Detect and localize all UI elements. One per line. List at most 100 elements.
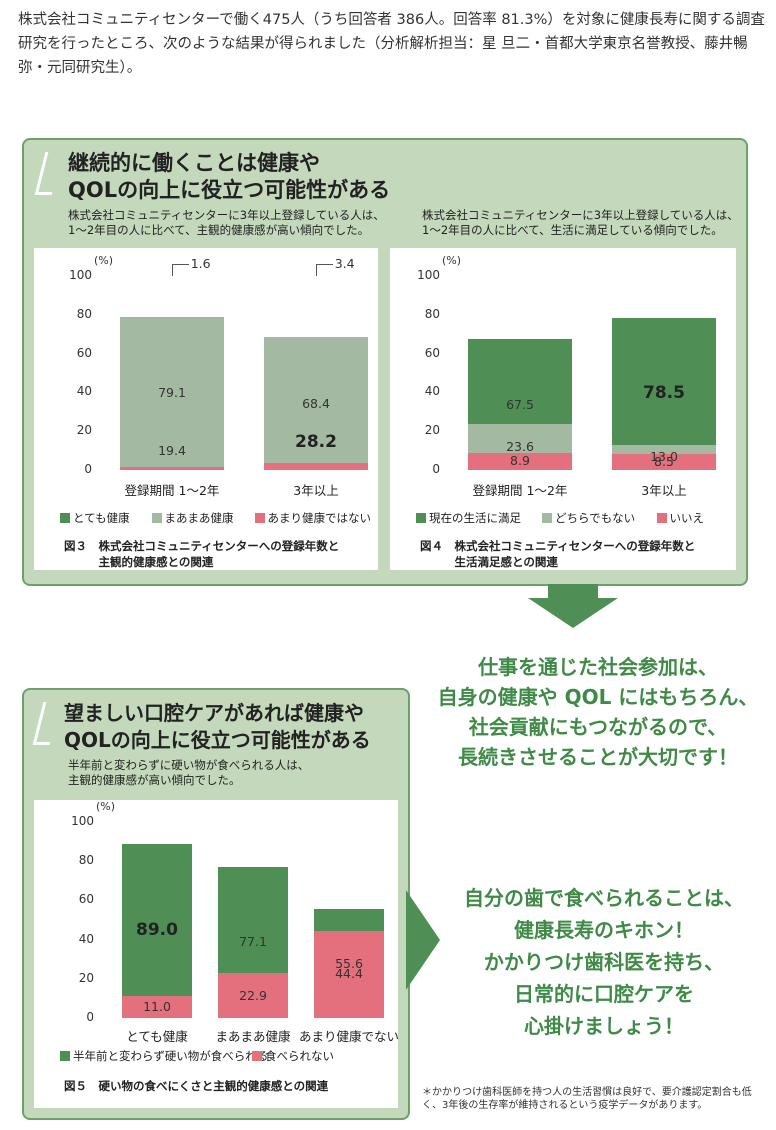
bar-segment (120, 316, 224, 470)
y-tick-label: 20 (424, 423, 440, 438)
data-label: 67.5 (506, 396, 534, 412)
category-label: とても健康 (126, 1029, 188, 1044)
data-label: 23.6 (506, 439, 534, 455)
category-label: 登録期間 1〜2年 (124, 483, 220, 498)
legend-label: いいえ (669, 511, 705, 525)
arrow-down-icon (528, 584, 618, 628)
data-label: 13.0 (650, 449, 678, 465)
y-axis-line (112, 276, 113, 470)
y-tick-label: 60 (78, 892, 94, 907)
message2-line: 自分の歯で食べられることは、 (464, 886, 744, 910)
y-tick-label: 20 (78, 970, 94, 985)
legend-item: どちらでもない (542, 510, 635, 526)
panel-oral-care: 望ましい口腔ケアがあれば健康や QOLの向上に役立つ可能性がある 半年前と変わら… (22, 688, 410, 1120)
fig5-subtitle-line1: 半年前と変わらずに硬い物が食べられる人は、 (68, 758, 310, 772)
category-label: まあまあ健康 (215, 1029, 291, 1044)
intro-text: 株式会社コミュニティセンターで働く475人（うち回答者 386人。回答率 81.… (18, 12, 765, 76)
callout-leader-line (316, 264, 317, 276)
y-tick-label: 100 (69, 268, 92, 282)
y-axis-unit: (%) (96, 800, 116, 813)
figure-caption: 図３ 株式会社コミュニティセンターへの登録年数と 主観的健康感との関連 (64, 538, 339, 570)
legend-swatch (416, 513, 426, 523)
fig3-subtitle-line1: 株式会社コミュニティセンターに3年以上登録している人は、 (68, 208, 385, 222)
figure-caption-line: 図４ 株式会社コミュニティセンターへの登録年数と (420, 539, 696, 553)
data-label: 3.4 (334, 256, 355, 271)
message1-line: 仕事を通じた社会参加は、 (478, 655, 718, 679)
y-tick-label: 80 (424, 306, 440, 321)
legend-item: 食べられない (252, 1048, 334, 1064)
panel1-heading-line1: 継続的に働くことは健康や (68, 151, 320, 175)
message2-line: 健康長寿のキホン！ (514, 918, 694, 942)
stacked-bar (264, 276, 368, 470)
message1-line: 長続きさせることが大切です！ (458, 745, 738, 769)
arrow-right-icon (406, 890, 440, 990)
legend-swatch (60, 513, 70, 523)
legend-label: とても健康 (73, 511, 130, 525)
legend-item: とても健康 (60, 510, 130, 526)
callout-leader-line (172, 264, 189, 265)
figure-caption-line: 図３ 株式会社コミュニティセンターへの登録年数と (64, 539, 340, 553)
footnote: ＊かかりつけ歯科医師を持つ人の生活習慣は良好で、要介護認定割合も低く、3年後の生… (422, 1087, 752, 1111)
bar-segment (612, 317, 716, 470)
y-tick-label: 100 (71, 814, 94, 828)
bar-segment (120, 466, 224, 470)
bar-segment (218, 973, 288, 1018)
legend-label: 現在の生活に満足 (429, 511, 521, 525)
panel2-heading-line2: QOLの向上に役立つ可能性がある (64, 728, 371, 752)
panel1-heading: 継続的に働くことは健康や QOLの向上に役立つ可能性がある (68, 150, 390, 204)
data-label: 8.5 (654, 453, 674, 469)
legend-swatch (542, 513, 552, 523)
figure-caption-line: 生活満足感との関連 (420, 555, 558, 569)
legend-swatch (151, 513, 162, 523)
data-label: 77.1 (239, 934, 267, 950)
y-axis-line (114, 822, 115, 1018)
legend-swatch (656, 513, 667, 523)
data-label: 79.1 (158, 385, 186, 401)
legend-swatch (252, 1051, 262, 1061)
y-tick-label: 60 (76, 345, 92, 360)
stacked-bar (120, 276, 224, 470)
legend-label: あまり健康ではない (267, 511, 372, 525)
data-label: 11.0 (143, 999, 171, 1015)
fig5-subtitle: 半年前と変わらずに硬い物が食べられる人は、 主観的健康感が高い傾向でした。 (68, 758, 388, 788)
bar-segment (612, 453, 716, 470)
y-tick-label: 0 (84, 462, 92, 476)
y-tick-label: 0 (432, 462, 440, 476)
y-tick-label: 40 (76, 384, 92, 399)
category-label: 3年以上 (641, 483, 687, 498)
y-tick-label: 40 (78, 931, 94, 946)
message-own-teeth: 自分の歯で食べられることは、 健康長寿のキホン！ かかりつけ歯科医を持ち、 日常… (436, 882, 772, 1042)
fig3-subtitle: 株式会社コミュニティセンターに3年以上登録している人は、 1〜2年目の人に比べて… (68, 208, 388, 238)
panel2-heading-line1: 望ましい口腔ケアがあれば健康や (64, 701, 364, 725)
stacked-bar (122, 822, 192, 1018)
bar-segment (264, 337, 368, 470)
category-label: 登録期間 1〜2年 (472, 483, 568, 498)
data-label: 44.4 (335, 966, 363, 982)
panel-continuous-work: 継続的に働くことは健康や QOLの向上に役立つ可能性がある 株式会社コミュニティ… (22, 138, 748, 586)
panel2-heading: 望ましい口腔ケアがあれば健康や QOLの向上に役立つ可能性がある (64, 700, 371, 754)
message2-line: かかりつけ歯科医を持ち、 (483, 950, 725, 974)
legend-swatch (254, 513, 265, 523)
message2-line: 日常的に口腔ケアを (514, 982, 694, 1006)
stacked-bar (314, 822, 384, 1018)
data-label: 1.6 (190, 256, 211, 271)
y-tick-label: 20 (76, 423, 92, 438)
y-tick-label: 80 (76, 306, 92, 321)
figure-caption: 図４ 株式会社コミュニティセンターへの登録年数と 生活満足感との関連 (420, 538, 695, 570)
data-label: 89.0 (136, 919, 178, 940)
data-label: 28.2 (295, 431, 337, 452)
bar-segment (314, 930, 384, 1018)
y-tick-label: 100 (417, 268, 440, 282)
legend-item: あまり健康ではない (254, 510, 372, 526)
callout-leader-line (172, 264, 173, 276)
fig4-subtitle: 株式会社コミュニティセンターに3年以上登録している人は、 1〜2年目の人に比べて… (422, 208, 742, 238)
bar-segment (264, 463, 368, 470)
y-tick-label: 40 (424, 384, 440, 399)
figure-caption: 図５ 硬い物の食べにくさと主観的健康感との関連 (64, 1078, 328, 1094)
message2-line: 心掛けましょう！ (524, 1014, 684, 1038)
bar-segment (468, 452, 572, 470)
bar-segment (122, 996, 192, 1018)
y-tick-label: 60 (424, 345, 440, 360)
bar-segment (122, 843, 192, 1018)
y-axis-line (460, 276, 461, 470)
